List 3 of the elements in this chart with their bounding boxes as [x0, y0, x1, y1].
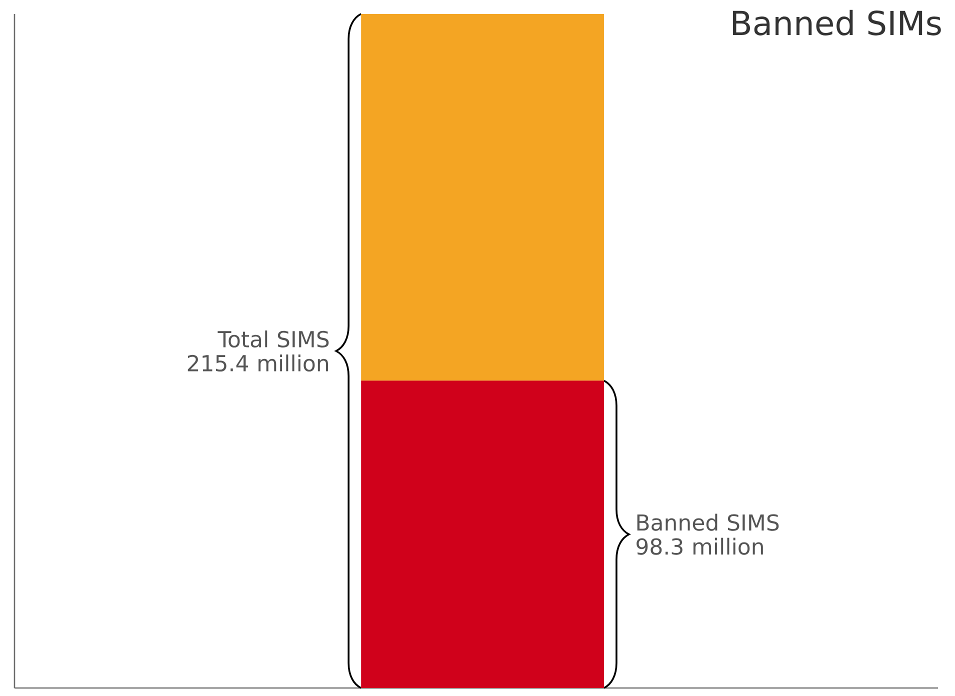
text: Banned SIMs: [732, 10, 941, 36]
text: Banned SIMS 98.3 million: [636, 514, 779, 555]
text: Total SIMS 215.4 million: [188, 330, 329, 372]
